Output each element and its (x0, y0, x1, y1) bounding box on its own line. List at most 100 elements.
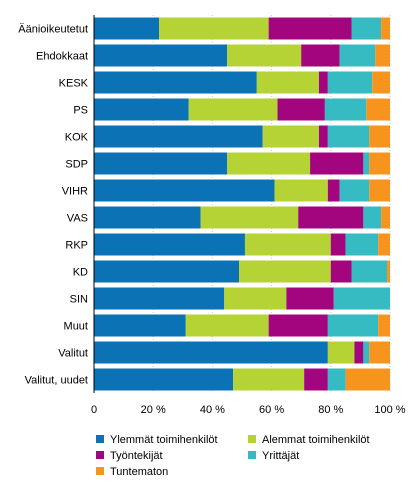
bar-segment (94, 341, 328, 364)
legend-label: Ylemmät toimihenkilöt (110, 434, 218, 446)
bar-segment (339, 44, 376, 67)
bar-segment (363, 152, 370, 175)
category-label: VAS (67, 213, 88, 225)
legend-label: Työntekijät (110, 450, 163, 462)
legend-swatch (248, 435, 256, 443)
bar-segment (274, 179, 328, 202)
bar-segment (381, 17, 390, 40)
bar-segment (94, 368, 234, 391)
bar-segment (277, 98, 325, 121)
bar-segment (227, 152, 311, 175)
legend-label: Yrittäjät (262, 450, 299, 462)
x-tick-label: 80 % (318, 404, 343, 416)
x-tick-label: 40 % (200, 404, 225, 416)
bar-segment (200, 206, 299, 229)
bar-segment (327, 341, 355, 364)
x-tick-label: 20 % (141, 404, 166, 416)
x-tick-label: 100 % (374, 404, 405, 416)
category-label: Valitut, uudet (25, 375, 88, 387)
legend-swatch (248, 451, 256, 459)
bar-segment (363, 206, 382, 229)
bar-segment (363, 341, 370, 364)
bar-segment (268, 314, 328, 337)
legend-label: Tuntematon (110, 466, 168, 478)
bar-segment (239, 260, 331, 283)
bar-segment (94, 206, 201, 229)
bar-segment (256, 71, 319, 94)
bar-segment (330, 233, 346, 256)
bar-segment (94, 152, 228, 175)
bar-segment (94, 98, 189, 121)
bar-segment (159, 17, 269, 40)
bar-segment (227, 44, 302, 67)
category-label: KD (73, 267, 88, 279)
legend-swatch (96, 451, 104, 459)
bar-segment (375, 44, 390, 67)
category-label: KESK (59, 78, 89, 90)
bar-segment (339, 179, 370, 202)
bar-segment (351, 17, 382, 40)
bar-segment (94, 71, 257, 94)
bar-segment (188, 98, 278, 121)
bar-segment (372, 71, 390, 94)
bar-segment (262, 125, 319, 148)
bar-segment (94, 287, 225, 310)
category-label: VIHR (62, 186, 88, 198)
x-tick-label: 0 (91, 404, 97, 416)
category-label: Valitut (58, 348, 88, 360)
bar-segment (233, 368, 305, 391)
category-label: Äänioikeutetut (18, 24, 88, 36)
bar-segment (369, 152, 390, 175)
bar-segment (94, 314, 186, 337)
bar-segment (381, 206, 390, 229)
category-label: PS (73, 105, 88, 117)
bar-segment (387, 260, 390, 283)
category-label: SIN (70, 294, 88, 306)
bar-segment (369, 125, 390, 148)
bar-segment (318, 71, 328, 94)
bar-segment (94, 17, 160, 40)
bar-segment (324, 98, 367, 121)
bar-segment (286, 287, 334, 310)
bar-segment (345, 368, 390, 391)
category-label: KOK (65, 132, 89, 144)
bar-segment (94, 260, 240, 283)
bar-segment (378, 314, 390, 337)
bar-segment (327, 125, 370, 148)
legend-swatch (96, 435, 104, 443)
bar-segment (310, 152, 364, 175)
bar-segment (94, 44, 228, 67)
bar-segment (369, 179, 390, 202)
category-label: SDP (65, 159, 88, 171)
bar-segment (304, 368, 328, 391)
legend-swatch (96, 467, 104, 475)
bar-segment (301, 44, 340, 67)
bar-segment (354, 341, 364, 364)
bar-segment (244, 233, 331, 256)
bar-segment (94, 233, 245, 256)
bar-segment (327, 368, 346, 391)
bar-segment (366, 98, 390, 121)
category-label: Muut (64, 321, 88, 333)
x-tick-label: 60 % (259, 404, 284, 416)
bar-segment (333, 287, 390, 310)
legend-label: Alemmat toimihenkilöt (262, 434, 370, 446)
category-label: RKP (65, 240, 88, 252)
bar-segment (351, 260, 388, 283)
bar-segment (327, 71, 373, 94)
bar-segment (327, 314, 379, 337)
bar-segment (378, 233, 390, 256)
bar-segment (345, 233, 379, 256)
bar-segment (369, 341, 390, 364)
bar-segment (224, 287, 287, 310)
bar-segment (94, 125, 263, 148)
bar-segment (185, 314, 269, 337)
bar-segment (330, 260, 352, 283)
bar-segment (94, 179, 275, 202)
bar-segment (298, 206, 364, 229)
bar-segment (318, 125, 328, 148)
bar-segment (327, 179, 340, 202)
bar-segment (268, 17, 352, 40)
